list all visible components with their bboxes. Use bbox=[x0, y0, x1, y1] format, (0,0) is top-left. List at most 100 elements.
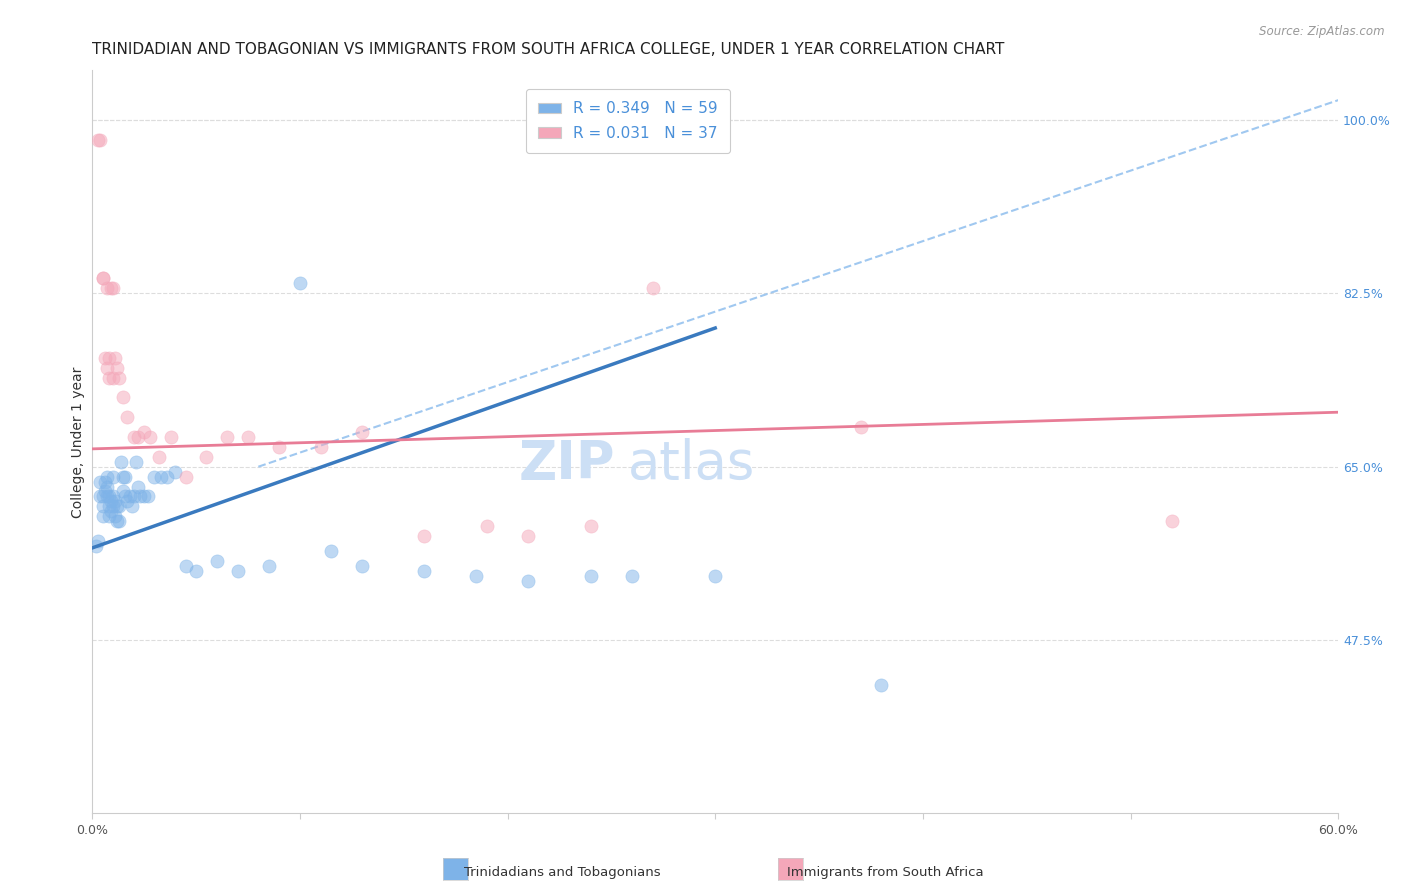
Point bbox=[257, 558, 280, 573]
Point bbox=[93, 351, 115, 365]
Point bbox=[110, 455, 132, 469]
Point bbox=[205, 554, 228, 568]
Point bbox=[86, 539, 108, 553]
Point bbox=[96, 490, 118, 504]
Point bbox=[269, 440, 291, 454]
Point bbox=[139, 430, 162, 444]
Point bbox=[108, 370, 131, 384]
Point bbox=[621, 568, 644, 582]
Point bbox=[100, 504, 122, 518]
Point bbox=[579, 568, 602, 582]
Point bbox=[91, 271, 114, 285]
Point bbox=[148, 450, 170, 464]
Point bbox=[579, 519, 602, 533]
Text: ZIP: ZIP bbox=[519, 438, 616, 491]
Point bbox=[704, 568, 727, 582]
Point bbox=[89, 133, 111, 147]
Point bbox=[100, 494, 122, 508]
Point bbox=[122, 430, 145, 444]
Point bbox=[121, 500, 143, 514]
Point bbox=[125, 455, 148, 469]
Point bbox=[100, 281, 122, 295]
Text: TRINIDADIAN AND TOBAGONIAN VS IMMIGRANTS FROM SOUTH AFRICA COLLEGE, UNDER 1 YEAR: TRINIDADIAN AND TOBAGONIAN VS IMMIGRANTS… bbox=[93, 42, 1004, 57]
Point bbox=[96, 479, 118, 493]
Point bbox=[413, 564, 436, 578]
Point bbox=[87, 133, 110, 147]
Y-axis label: College, Under 1 year: College, Under 1 year bbox=[72, 367, 86, 517]
Point bbox=[96, 469, 118, 483]
Point bbox=[91, 271, 114, 285]
Point bbox=[89, 475, 111, 489]
Point bbox=[132, 425, 155, 439]
Point bbox=[226, 564, 249, 578]
Point bbox=[105, 360, 128, 375]
Point bbox=[101, 500, 124, 514]
Point bbox=[517, 574, 540, 588]
Point bbox=[309, 440, 332, 454]
Point bbox=[517, 529, 540, 543]
Point bbox=[118, 490, 141, 504]
Point bbox=[132, 490, 155, 504]
Point bbox=[104, 494, 127, 508]
Point bbox=[156, 469, 179, 483]
Point bbox=[236, 430, 259, 444]
Point bbox=[174, 558, 197, 573]
Point bbox=[195, 450, 218, 464]
Point bbox=[97, 351, 120, 365]
Point bbox=[101, 490, 124, 504]
Point bbox=[475, 519, 498, 533]
Point bbox=[101, 281, 124, 295]
Point bbox=[117, 410, 139, 425]
Point bbox=[112, 484, 135, 499]
Point bbox=[96, 360, 118, 375]
Point bbox=[93, 475, 115, 489]
Point bbox=[319, 544, 342, 558]
Point bbox=[91, 509, 114, 524]
Point bbox=[93, 484, 115, 499]
Point bbox=[101, 469, 124, 483]
Point bbox=[165, 465, 187, 479]
Point bbox=[184, 564, 207, 578]
Point bbox=[104, 509, 127, 524]
Point bbox=[1161, 514, 1184, 528]
Text: atlas: atlas bbox=[628, 438, 755, 491]
Point bbox=[105, 500, 128, 514]
Point bbox=[352, 425, 374, 439]
Text: Trinidadians and Tobagonians: Trinidadians and Tobagonians bbox=[464, 866, 661, 879]
Point bbox=[641, 281, 664, 295]
Point bbox=[143, 469, 166, 483]
Point bbox=[112, 390, 135, 404]
Point bbox=[97, 500, 120, 514]
Point bbox=[217, 430, 239, 444]
Point bbox=[160, 430, 183, 444]
Point bbox=[136, 490, 159, 504]
Point bbox=[91, 500, 114, 514]
Point bbox=[129, 490, 152, 504]
Point bbox=[97, 490, 120, 504]
Point bbox=[127, 430, 149, 444]
Point bbox=[288, 277, 311, 291]
Text: Source: ZipAtlas.com: Source: ZipAtlas.com bbox=[1260, 25, 1385, 38]
Point bbox=[149, 469, 172, 483]
Point bbox=[114, 469, 136, 483]
Text: Immigrants from South Africa: Immigrants from South Africa bbox=[787, 866, 984, 879]
Point bbox=[108, 514, 131, 528]
Point bbox=[96, 281, 118, 295]
Point bbox=[352, 558, 374, 573]
Point bbox=[122, 490, 145, 504]
Point bbox=[117, 494, 139, 508]
Point bbox=[97, 509, 120, 524]
Point bbox=[104, 351, 127, 365]
Point bbox=[89, 490, 111, 504]
Point bbox=[97, 370, 120, 384]
Point bbox=[870, 678, 893, 692]
Point bbox=[101, 370, 124, 384]
Point bbox=[87, 534, 110, 549]
Point bbox=[849, 420, 872, 434]
Point bbox=[105, 514, 128, 528]
Point bbox=[465, 568, 488, 582]
Point bbox=[127, 479, 149, 493]
Legend: R = 0.349   N = 59, R = 0.031   N = 37: R = 0.349 N = 59, R = 0.031 N = 37 bbox=[526, 89, 730, 153]
Point bbox=[108, 500, 131, 514]
Point bbox=[91, 490, 114, 504]
